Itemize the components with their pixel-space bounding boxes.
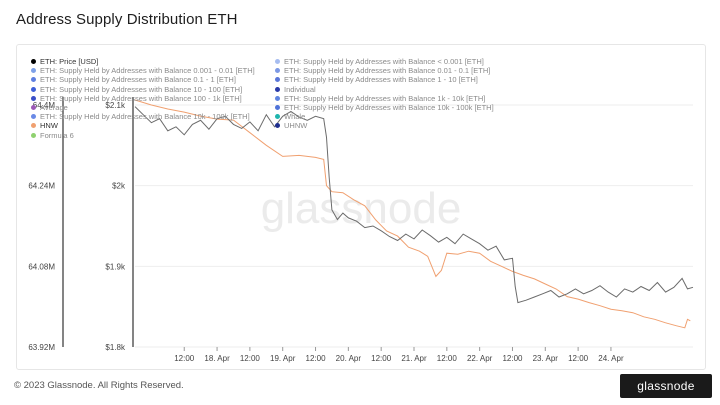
legend-label: ETH: Supply Held by Addresses with Balan… bbox=[284, 93, 486, 103]
axes bbox=[62, 97, 134, 347]
x-tick-label: 20. Apr bbox=[336, 354, 362, 363]
x-tick-label: 12:00 bbox=[568, 354, 589, 363]
legend-label: ETH: Supply Held by Addresses with Balan… bbox=[284, 102, 494, 112]
legend-label: Average bbox=[40, 102, 68, 112]
legend-item[interactable]: ETH: Supply Held by Addresses with Balan… bbox=[275, 66, 494, 75]
y-left-tick-label: 64.24M bbox=[28, 182, 55, 191]
legend-item[interactable]: UHNW bbox=[275, 121, 494, 130]
legend-label: ETH: Supply Held by Addresses with Balan… bbox=[40, 93, 242, 103]
legend-dot-icon bbox=[275, 86, 280, 92]
x-tick-label: 12:00 bbox=[502, 354, 523, 363]
series-line-hnw[interactable] bbox=[134, 99, 691, 329]
legend-item[interactable]: ETH: Supply Held by Addresses with Balan… bbox=[275, 94, 494, 103]
legend-dot-icon bbox=[31, 86, 36, 92]
legend-label: ETH: Price [USD] bbox=[40, 57, 99, 66]
x-tick-label: 12:00 bbox=[437, 354, 458, 363]
chart-title: Address Supply Distribution ETH bbox=[16, 11, 238, 28]
legend-item[interactable]: ETH: Supply Held by Addresses with Balan… bbox=[31, 94, 255, 103]
legend-item[interactable]: ETH: Supply Held by Addresses with Balan… bbox=[31, 75, 255, 84]
legend-dot-icon bbox=[31, 59, 36, 65]
legend-item[interactable]: ETH: Supply Held by Addresses with Balan… bbox=[31, 112, 255, 121]
legend-item[interactable]: Formula 6 bbox=[31, 131, 255, 140]
x-tick-label: 12:00 bbox=[174, 354, 195, 363]
legend-item[interactable]: ETH: Supply Held by Addresses with Balan… bbox=[31, 85, 255, 94]
y-right-ticks: $2.1k $2k $1.9k $1.8k bbox=[105, 101, 126, 352]
legend-label: ETH: Supply Held by Addresses with Balan… bbox=[40, 66, 255, 76]
legend-item[interactable]: ETH: Supply Held by Addresses with Balan… bbox=[275, 103, 494, 112]
legend-dot-icon bbox=[31, 114, 36, 120]
legend-label: ETH: Supply Held by Addresses with Balan… bbox=[40, 84, 243, 94]
y-left-tick-label: 63.92M bbox=[28, 343, 55, 352]
watermark-text: glassnode bbox=[261, 184, 462, 233]
legend-dot-icon bbox=[275, 95, 280, 101]
glassnode-logo[interactable]: glassnode bbox=[620, 374, 712, 398]
legend-dot-icon bbox=[31, 95, 36, 101]
legend-item[interactable]: ETH: Supply Held by Addresses with Balan… bbox=[31, 66, 255, 75]
legend-label: ETH: Supply Held by Addresses with Balan… bbox=[284, 75, 478, 85]
legend-dot-icon bbox=[275, 68, 280, 74]
x-tick-label: 23. Apr bbox=[533, 354, 559, 363]
legend-right: ETH: Supply Held by Addresses with Balan… bbox=[275, 57, 494, 131]
legend-item[interactable]: Average bbox=[31, 103, 255, 112]
legend-left: ETH: Price [USD] ETH: Supply Held by Addr… bbox=[31, 57, 255, 140]
legend-dot-icon bbox=[275, 59, 280, 65]
x-tick-label: 24. Apr bbox=[598, 354, 624, 363]
legend-dot-icon bbox=[275, 114, 280, 120]
legend-label: Formula 6 bbox=[40, 130, 74, 140]
legend-dot-icon bbox=[31, 77, 36, 83]
y-left-tick-label: 64.4M bbox=[33, 101, 56, 110]
x-tick-label: 18. Apr bbox=[204, 354, 230, 363]
legend-dot-icon bbox=[275, 123, 280, 129]
copyright-text: © 2023 Glassnode. All Rights Reserved. bbox=[14, 380, 184, 391]
legend-dot-icon bbox=[31, 123, 36, 129]
legend-item[interactable]: ETH: Supply Held by Addresses with Balan… bbox=[275, 75, 494, 84]
y-right-tick-label: $1.8k bbox=[105, 343, 126, 352]
legend-dot-icon bbox=[31, 68, 36, 74]
legend-item[interactable]: ETH: Supply Held by Addresses with Balan… bbox=[275, 57, 494, 66]
legend-label: HNW bbox=[40, 121, 58, 131]
legend-label: Whale bbox=[284, 112, 306, 122]
legend-label: ETH: Supply Held by Addresses with Balan… bbox=[284, 57, 484, 66]
legend-label: Individual bbox=[284, 84, 316, 94]
x-tick-label: 12:00 bbox=[240, 354, 261, 363]
y-right-tick-label: $1.9k bbox=[105, 262, 126, 271]
legend-label: ETH: Supply Held by Addresses with Balan… bbox=[40, 75, 236, 85]
legend-item[interactable]: Whale bbox=[275, 112, 494, 121]
legend-item[interactable]: ETH: Price [USD] bbox=[31, 57, 255, 66]
legend-dot-icon bbox=[31, 105, 36, 111]
y-left-tick-label: 64.08M bbox=[28, 262, 55, 271]
x-ticks: 12:00 18. Apr 12:00 19. Apr 12:00 20. Apr 12:0… bbox=[174, 347, 624, 363]
x-tick-label: 12:00 bbox=[371, 354, 392, 363]
y-left-ticks: 64.4M 64.24M 64.08M 63.92M bbox=[28, 101, 55, 352]
series-line-price[interactable] bbox=[134, 106, 694, 304]
legend-dot-icon bbox=[275, 105, 280, 111]
legend-label: ETH: Supply Held by Addresses with Balan… bbox=[40, 112, 250, 122]
legend-label: ETH: Supply Held by Addresses with Balan… bbox=[284, 66, 491, 76]
x-tick-label: 21. Apr bbox=[401, 354, 427, 363]
y-right-tick-label: $2k bbox=[112, 182, 126, 191]
legend-label: UHNW bbox=[284, 121, 308, 131]
legend-dot-icon bbox=[275, 77, 280, 83]
x-tick-label: 12:00 bbox=[306, 354, 327, 363]
y-right-tick-label: $2.1k bbox=[105, 101, 126, 110]
x-tick-label: 19. Apr bbox=[270, 354, 296, 363]
chart-card: glassnode 64.4M 64.24M 64.08M 63.92M $2.1k $… bbox=[16, 44, 706, 370]
legend-item[interactable]: Individual bbox=[275, 85, 494, 94]
x-tick-label: 22. Apr bbox=[467, 354, 493, 363]
legend-dot-icon bbox=[31, 132, 36, 138]
legend-item[interactable]: HNW bbox=[31, 121, 255, 130]
